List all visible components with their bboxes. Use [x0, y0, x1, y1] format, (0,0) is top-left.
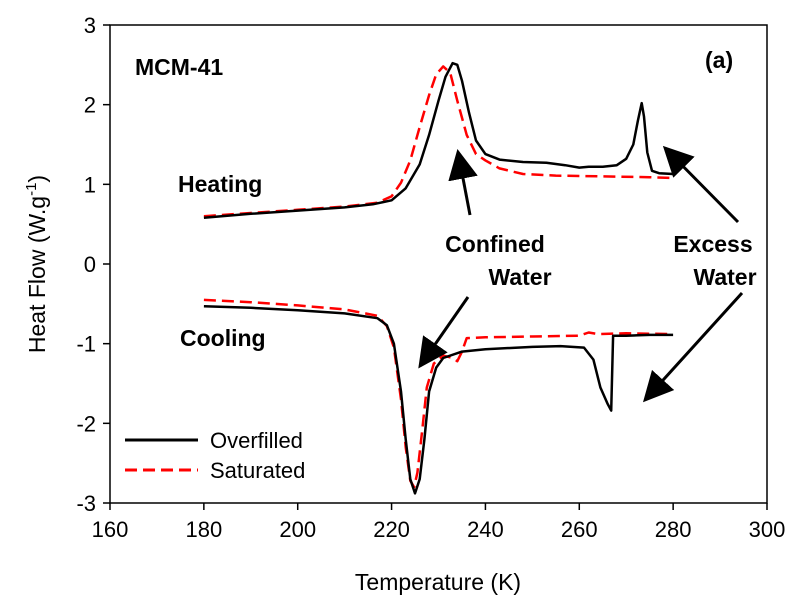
series-line-saturated-heating — [203, 65, 674, 218]
legend: Overfilled Saturated — [125, 428, 305, 483]
legend-label-overfilled: Overfilled — [210, 428, 303, 453]
cooling-label: Cooling — [180, 325, 266, 351]
x-tick-label: 240 — [467, 517, 504, 542]
x-tick-label: 300 — [749, 517, 786, 542]
y-axis: -3 -2 -1 0 1 2 3 — [76, 13, 110, 516]
excess-water-label-1: Excess — [673, 231, 752, 257]
y-tick-label: -1 — [76, 332, 96, 357]
excess-water-label-2: Water — [693, 264, 756, 290]
confined-water-label-1: Confined — [445, 231, 545, 257]
confined-water-label-2: Water — [488, 264, 551, 290]
legend-label-saturated: Saturated — [210, 458, 305, 483]
y-axis-title-close: ) — [24, 175, 50, 183]
series-line-saturated-cooling — [203, 298, 674, 489]
y-tick-label: 1 — [84, 172, 96, 197]
x-tick-label: 280 — [655, 517, 692, 542]
arrow-confined-cooling — [418, 296, 470, 369]
y-tick-label: -3 — [76, 491, 96, 516]
heating-label: Heating — [178, 171, 262, 197]
y-tick-label: 0 — [84, 252, 96, 277]
y-tick-label: -2 — [76, 411, 96, 436]
x-tick-label: 260 — [561, 517, 598, 542]
x-tick-label: 180 — [185, 517, 222, 542]
arrow-confined-heating — [448, 149, 478, 216]
y-axis-title-sup: -1 — [23, 183, 40, 196]
panel-label: (a) — [705, 47, 733, 73]
y-axis-title: Heat Flow (W.g-1) — [23, 175, 50, 353]
arrow-excess-heating — [662, 145, 740, 224]
y-tick-label: 3 — [84, 13, 96, 38]
series-line-overfilled-heating — [203, 61, 674, 220]
x-tick-label: 160 — [92, 517, 129, 542]
x-tick-label: 220 — [373, 517, 410, 542]
y-axis-title-main: Heat Flow (W.g — [24, 196, 50, 353]
arrow-excess-cooling — [642, 291, 744, 403]
y-tick-label: 2 — [84, 93, 96, 118]
x-axis: 160 180 200 220 240 260 280 300 — [92, 503, 786, 542]
x-axis-title: Temperature (K) — [355, 569, 521, 595]
sample-label: MCM-41 — [135, 54, 223, 80]
x-tick-label: 200 — [279, 517, 316, 542]
